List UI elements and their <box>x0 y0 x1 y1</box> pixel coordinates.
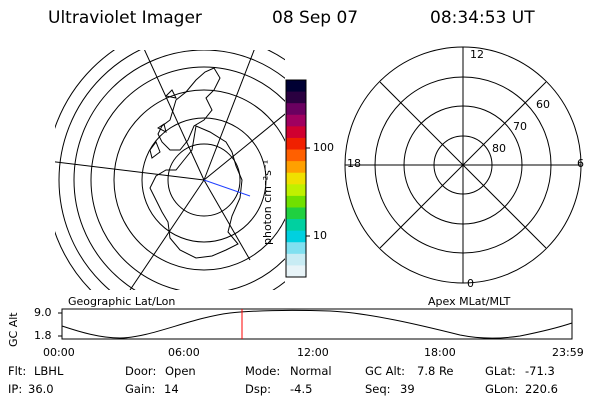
colorbar-swatch <box>286 265 306 278</box>
mode-key: Mode: <box>245 364 281 378</box>
lat-circle <box>113 89 285 271</box>
mlat-label-60: 60 <box>536 98 550 111</box>
flt-key: Flt: <box>8 364 27 378</box>
mlt-label-18: 18 <box>347 157 361 170</box>
seq-key: Seq: <box>365 382 391 396</box>
dsp-key: Dsp: <box>245 382 272 396</box>
colorbar-swatch <box>286 114 306 127</box>
glat-value: -71.3 <box>525 364 555 378</box>
meridian-line <box>203 50 255 181</box>
flt-value: LBHL <box>34 364 64 378</box>
lat-circle <box>58 50 285 290</box>
colorbar-swatch <box>286 195 306 208</box>
colorbar-swatch <box>286 219 306 232</box>
meridian-line <box>203 179 251 261</box>
date-label: 08 Sep 07 <box>272 8 359 28</box>
gcalt-value: 7.8 Re <box>417 364 454 378</box>
lat-circle <box>167 143 241 217</box>
meridian-line <box>129 179 205 290</box>
glon-key: GLon: <box>485 382 519 396</box>
coastline <box>149 67 243 259</box>
colorbar-swatch <box>286 126 306 139</box>
colorbar-swatch <box>286 230 306 243</box>
meridian-line <box>144 50 205 181</box>
mlat-label-80: 80 <box>492 142 506 155</box>
colorbar-swatch <box>286 207 306 220</box>
mlat-label-70: 70 <box>513 120 527 133</box>
gain-key: Gain: <box>125 382 156 396</box>
instrument-title: Ultraviolet Imager <box>48 8 202 28</box>
colorbar-swatch <box>286 137 306 151</box>
lat-circle <box>141 117 267 243</box>
colorbar-swatch <box>286 91 306 104</box>
mlt-line <box>379 81 547 249</box>
colorbar-swatch <box>286 184 306 197</box>
colorbar-swatch <box>286 149 306 162</box>
colorbar-swatch <box>286 253 306 266</box>
colorbar-swatch <box>286 161 306 174</box>
meridian-line <box>203 113 285 181</box>
orbit-x-tick-label: 18:00 <box>424 346 456 359</box>
mlt-label-0: 0 <box>467 277 474 290</box>
colorbar-swatches <box>286 80 306 278</box>
mlt-label-6: 6 <box>577 157 584 170</box>
orbit-y-label: GC Alt <box>7 312 20 347</box>
orbit-x-tick-label: 23:59 <box>552 346 584 359</box>
ip-value: 36.0 <box>28 382 54 396</box>
meridian-line <box>55 161 205 181</box>
orbit-x-tick-label: 12:00 <box>297 346 329 359</box>
glat-key: GLat: <box>485 364 516 378</box>
colorbar-tick-label: 100 <box>313 141 334 154</box>
colorbar-frame <box>285 79 307 278</box>
door-value: Open <box>165 364 196 378</box>
time-label: 08:34:53 UT <box>430 8 535 28</box>
satellite-track <box>203 179 251 197</box>
ip-key: IP: <box>8 382 23 396</box>
mlt-label-12: 12 <box>470 48 484 61</box>
colorbar-swatch <box>286 172 306 185</box>
seq-value: 39 <box>400 382 415 396</box>
orbit-y-tick-label: 9.0 <box>34 306 52 319</box>
mode-value: Normal <box>290 364 332 378</box>
colorbar-swatch <box>286 103 306 116</box>
islands <box>149 89 177 159</box>
gain-value: 14 <box>164 382 179 396</box>
right-map-caption: Apex MLat/MLT <box>428 295 511 308</box>
colorbar-swatch <box>286 80 306 93</box>
orbit-y-tick-label: 1.8 <box>34 329 52 342</box>
lat-circle <box>90 66 285 290</box>
orbit-plot-frame <box>61 308 573 340</box>
orbit-x-tick-label: 06:00 <box>168 346 200 359</box>
glon-value: 220.6 <box>525 382 558 396</box>
gcalt-key: GC Alt: <box>365 364 406 378</box>
altitude-curve <box>61 309 573 339</box>
door-key: Door: <box>125 364 157 378</box>
lat-circle <box>73 50 285 290</box>
left-map-caption: Geographic Lat/Lon <box>68 295 176 308</box>
colorbar-swatch <box>286 242 306 255</box>
colorbar-tick-label: 10 <box>313 229 327 242</box>
orbit-x-tick-label: 00:00 <box>43 346 75 359</box>
dsp-value: -4.5 <box>290 382 313 396</box>
